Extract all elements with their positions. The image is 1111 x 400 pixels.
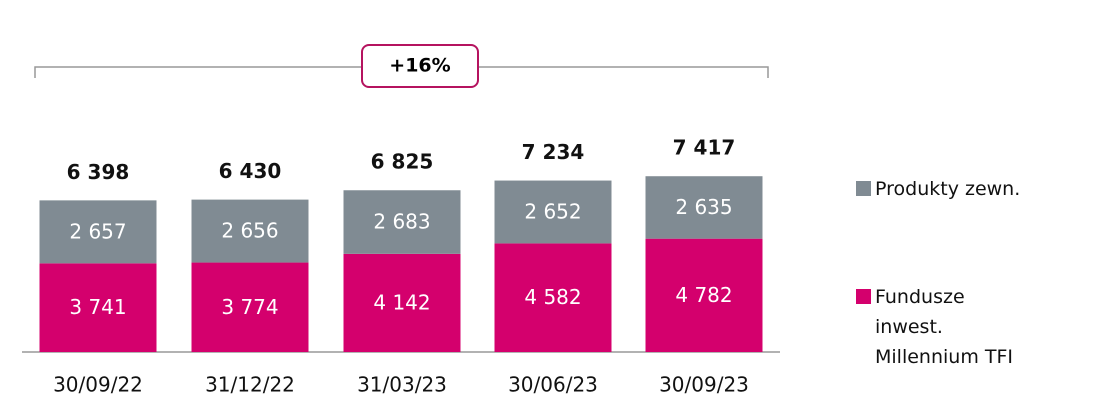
bracket	[34, 66, 769, 78]
legend-label: Produkty zewn.	[875, 178, 1021, 200]
bar-segment	[645, 238, 763, 352]
annotation-box	[361, 44, 479, 88]
value-label: 2 635	[675, 195, 732, 219]
bar-segment	[494, 243, 612, 352]
bar-segment	[343, 253, 461, 352]
value-label: 3 741	[69, 295, 126, 319]
total-label: 6 398	[67, 160, 130, 184]
value-label: 2 652	[524, 199, 581, 223]
x-tick-label: 31/03/23	[357, 373, 447, 397]
value-label: 2 683	[373, 210, 430, 234]
legend-swatch	[856, 289, 871, 304]
x-tick-label: 30/09/23	[659, 373, 749, 397]
total-label: 6 430	[219, 159, 282, 183]
bar-segment	[645, 176, 763, 239]
bar-segment	[39, 263, 157, 352]
value-label: 4 782	[675, 283, 732, 307]
total-label: 7 417	[673, 136, 736, 160]
value-label: 3 774	[221, 295, 278, 319]
x-tick-label: 31/12/22	[205, 373, 295, 397]
bar-segment	[191, 262, 309, 352]
x-tick-label: 30/09/22	[53, 373, 143, 397]
legend-item: Fundusze inwest. Millennium TFI	[856, 285, 1036, 372]
value-label: 4 142	[373, 290, 430, 314]
value-label: 2 656	[221, 219, 278, 243]
legend-label: Fundusze inwest. Millennium TFI	[875, 286, 1014, 368]
value-label: 2 657	[69, 219, 126, 243]
legend-item: Produkty zewn.	[856, 177, 1036, 204]
bar-segment	[343, 190, 461, 254]
bar-segment	[191, 199, 309, 263]
value-label: 4 582	[524, 285, 581, 309]
bar-segment	[494, 180, 612, 244]
x-tick-label: 30/06/23	[508, 373, 598, 397]
annotation: +16%	[389, 55, 450, 77]
total-label: 6 825	[371, 150, 434, 174]
total-label: 7 234	[522, 140, 585, 164]
legend-swatch	[856, 181, 871, 196]
bar-segment	[39, 200, 157, 264]
